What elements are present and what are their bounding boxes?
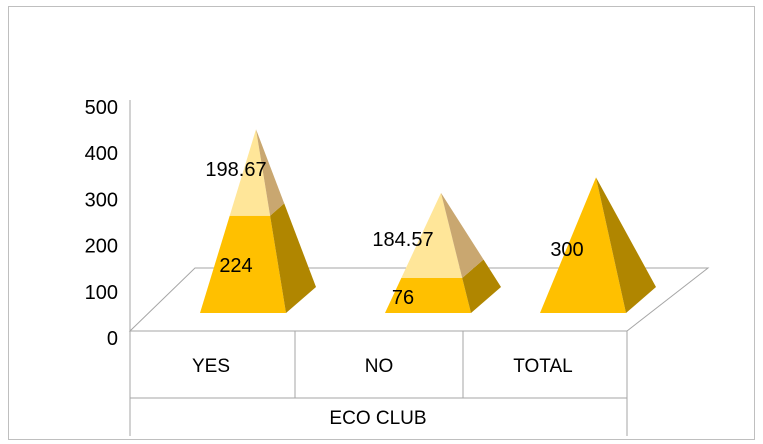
chart-frame	[8, 6, 755, 440]
pyramid-top-front-no	[401, 192, 463, 278]
pyramid-base-side-total	[596, 177, 656, 313]
pyramid-base-side-yes	[270, 203, 316, 313]
pyramid-base-front-no	[385, 278, 471, 313]
pyramid-top-side-no	[441, 192, 484, 278]
category-label-yes: YES	[192, 356, 230, 377]
y-tick-label: 400	[85, 143, 118, 165]
pyramid-base-front-yes	[200, 215, 286, 313]
pyramid-base-front-total	[540, 177, 626, 313]
data-label-yes-series-2: 198.67	[205, 159, 266, 181]
data-label-yes-series-1: 224	[219, 255, 252, 277]
y-tick-label: 0	[107, 328, 118, 350]
y-tick-label: 500	[85, 97, 118, 119]
category-label-no: NO	[365, 356, 394, 377]
category-table: YES NO TOTAL ECO CLUB	[192, 356, 573, 429]
data-label-no-series-2: 184.57	[372, 229, 433, 251]
data-labels: 224 76 300 198.67 184.57	[205, 159, 583, 309]
pyramid-top-side-yes	[256, 129, 285, 216]
category-label-total: TOTAL	[513, 356, 572, 377]
pyramid-base-side-no	[462, 259, 501, 313]
x-axis-group-label: ECO CLUB	[329, 408, 426, 429]
y-axis-ticks: 0 100 200 300 400 500	[85, 97, 118, 350]
floor-plane	[128, 267, 710, 332]
y-tick-label: 300	[85, 189, 118, 211]
y-tick-label: 100	[85, 282, 118, 304]
pyramid-top-front-yes	[229, 129, 271, 216]
data-label-no-series-1: 76	[392, 287, 414, 309]
chart-floor	[128, 100, 710, 436]
pyramids	[200, 129, 656, 313]
data-label-total-series-1: 300	[550, 239, 583, 261]
y-tick-label: 200	[85, 236, 118, 258]
